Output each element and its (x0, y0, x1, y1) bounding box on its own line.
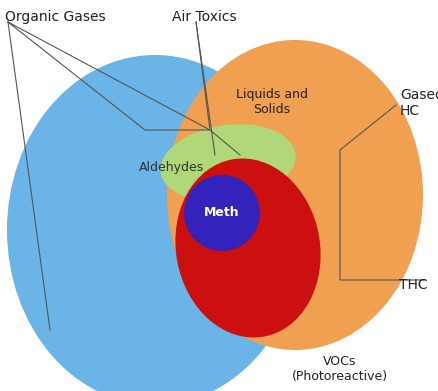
Ellipse shape (167, 40, 423, 350)
Text: VOCs
(Photoreactive): VOCs (Photoreactive) (292, 355, 388, 383)
Text: THC: THC (399, 278, 428, 292)
Text: Meth: Meth (204, 206, 240, 219)
Text: Organic Gases: Organic Gases (5, 10, 106, 24)
Ellipse shape (7, 55, 303, 391)
Ellipse shape (160, 124, 296, 202)
Text: Aldehydes: Aldehydes (139, 160, 205, 174)
Ellipse shape (175, 158, 321, 337)
Text: Gaseous
HC: Gaseous HC (400, 88, 438, 118)
Ellipse shape (184, 175, 260, 251)
Text: Liquids and
Solids: Liquids and Solids (236, 88, 308, 116)
Text: Air Toxics: Air Toxics (172, 10, 237, 24)
